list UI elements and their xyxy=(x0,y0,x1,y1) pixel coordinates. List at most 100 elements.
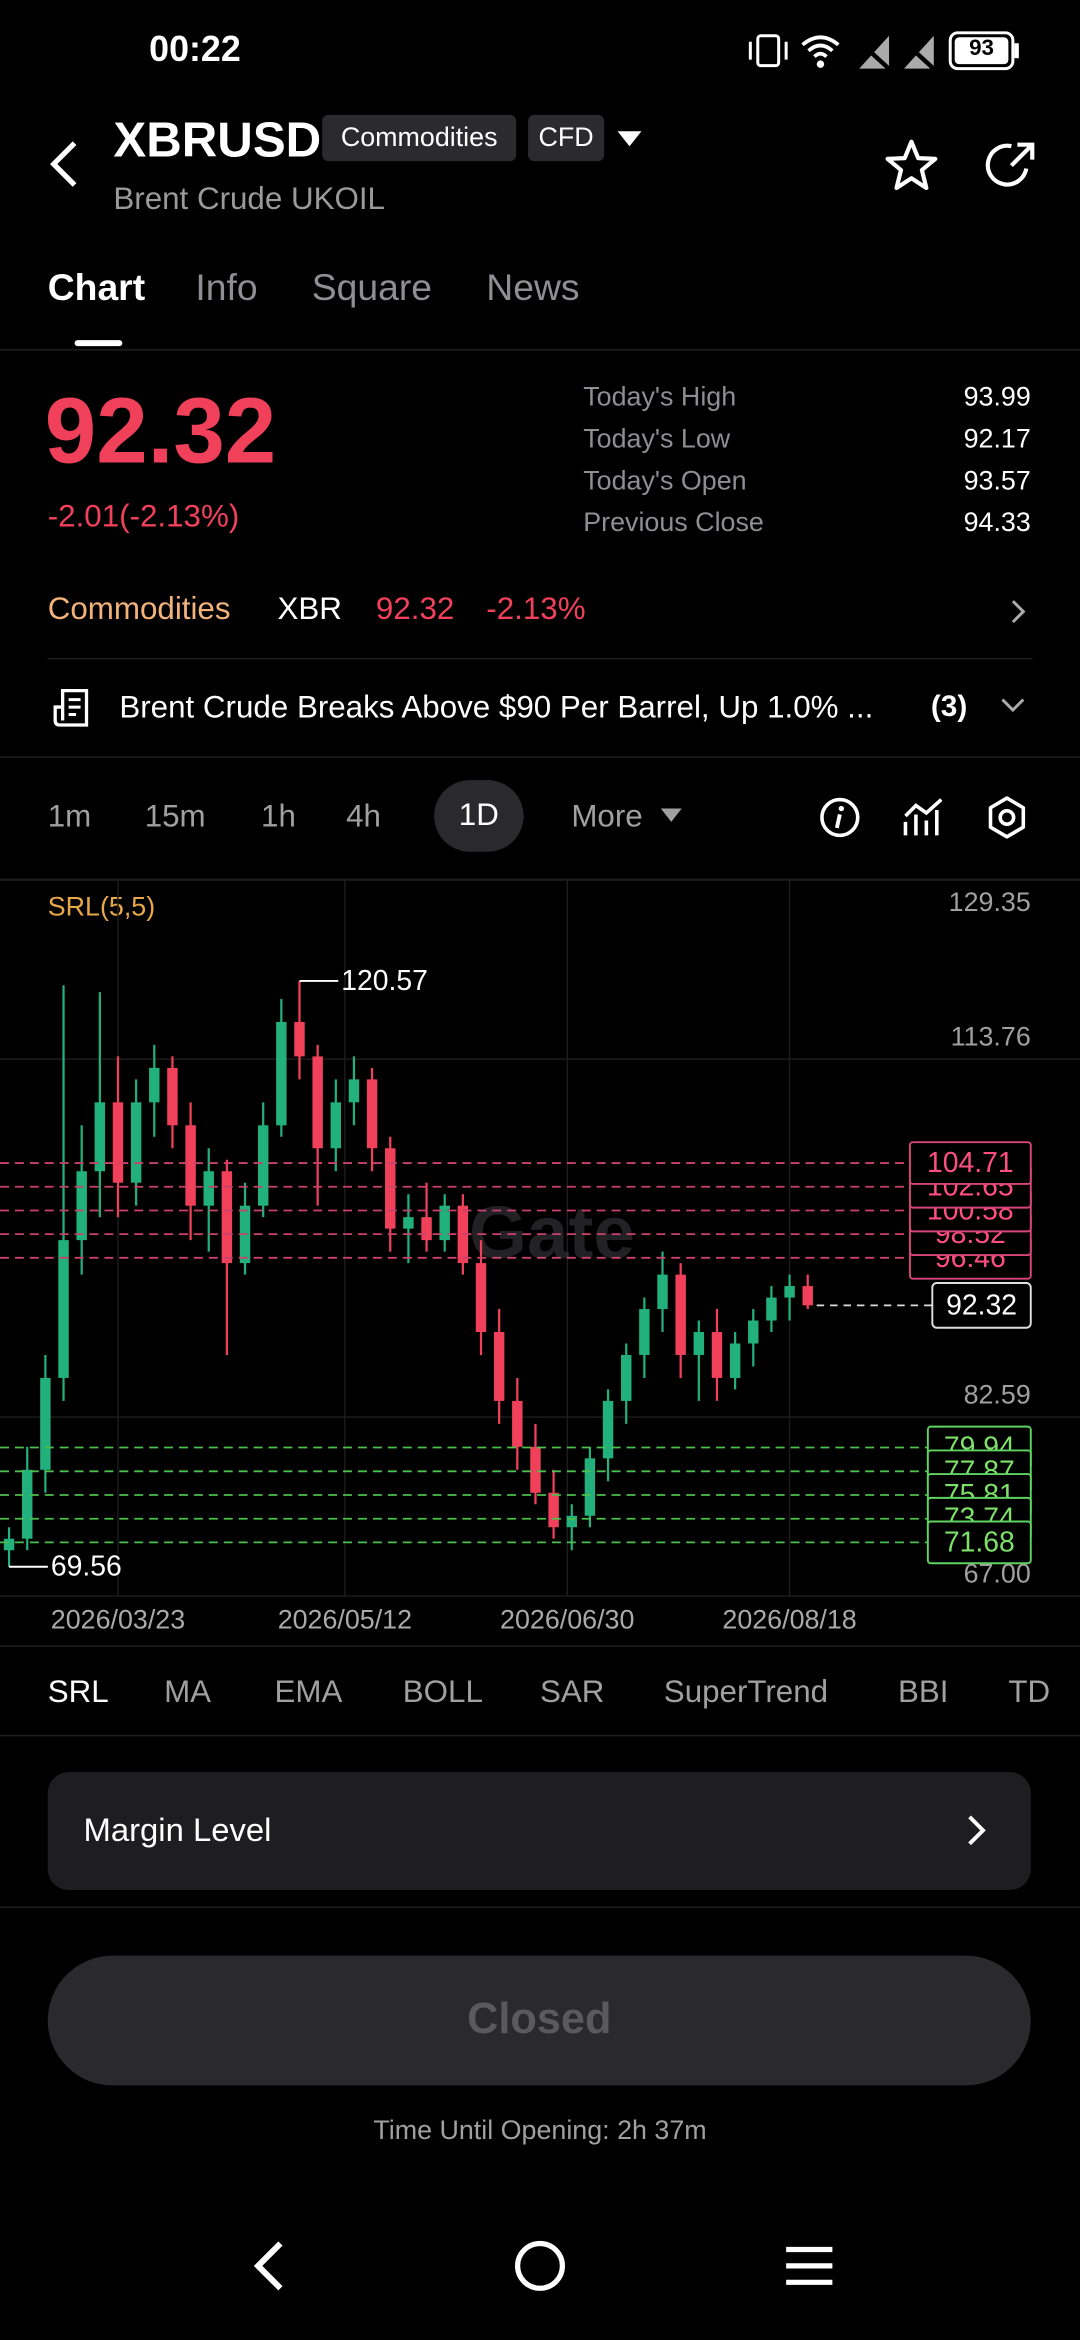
y-tick-label: 113.76 xyxy=(951,1021,1031,1051)
interval-more[interactable]: More xyxy=(571,799,643,834)
candle-body xyxy=(385,1148,396,1229)
y-tick-label: 129.35 xyxy=(949,887,1031,917)
nav-menu[interactable] xyxy=(786,2246,833,2285)
y-tick-label: 82.59 xyxy=(964,1379,1031,1409)
tab[interactable]: Chart xyxy=(47,267,146,309)
candle-body xyxy=(711,1332,723,1378)
opening-note: Time Until Opening: 2h 37m xyxy=(373,2115,707,2146)
candle-body xyxy=(276,1021,287,1126)
back-button[interactable] xyxy=(45,137,87,191)
x-tick-label: 2026/05/12 xyxy=(278,1605,412,1635)
symbol: XBRUSD xyxy=(113,111,322,168)
watermark: Gate xyxy=(469,1190,635,1274)
candle-body xyxy=(94,1102,106,1172)
tab-indicator xyxy=(74,340,123,347)
stat-value: 94.33 xyxy=(963,507,1031,538)
x-tick-label: 2026/03/23 xyxy=(51,1605,185,1635)
info-icon[interactable] xyxy=(817,795,862,840)
interval[interactable]: 1h xyxy=(261,799,296,834)
nav-home[interactable] xyxy=(515,2240,565,2291)
candle-body xyxy=(294,1021,305,1057)
candle-body xyxy=(185,1125,196,1206)
candle-body xyxy=(639,1309,650,1355)
candle-body xyxy=(675,1274,686,1355)
last-price-label: 92.32 xyxy=(946,1289,1017,1321)
sector-name[interactable]: Commodities xyxy=(47,592,231,627)
candle-body xyxy=(203,1171,214,1206)
candle-body xyxy=(584,1458,596,1516)
favorite-button[interactable] xyxy=(883,139,940,193)
sector-change: -2.13% xyxy=(486,592,586,627)
interval-selected[interactable]: 1D xyxy=(434,780,524,852)
indicator-icon[interactable] xyxy=(901,795,946,840)
candle-body xyxy=(784,1286,795,1298)
candle-body xyxy=(3,1538,15,1551)
candle-body xyxy=(403,1217,414,1229)
more-dropdown[interactable] xyxy=(659,807,683,825)
candle-body xyxy=(167,1067,178,1126)
divider xyxy=(0,1734,1080,1737)
trade-button[interactable]: Closed xyxy=(47,1955,1031,2086)
support-box xyxy=(926,1520,1032,1565)
candlestick-chart: SRL(5,5) 67.0082.59113.76129.352026/03/2… xyxy=(0,879,1080,1635)
interval[interactable]: 1m xyxy=(47,799,92,834)
settings-icon[interactable] xyxy=(985,794,1030,842)
indicator-tab[interactable]: TD xyxy=(1008,1675,1051,1710)
last-price-box xyxy=(931,1282,1032,1329)
tag: Commodities xyxy=(322,114,517,162)
price-change: -2.01(-2.13%) xyxy=(47,499,240,535)
candle-body xyxy=(512,1400,523,1447)
candle-body xyxy=(566,1515,577,1528)
indicator-tab[interactable]: SRL xyxy=(47,1675,109,1710)
candle-body xyxy=(693,1332,705,1355)
news-count: (3) xyxy=(930,690,968,724)
stat-value: 93.57 xyxy=(963,465,1031,496)
candle-body xyxy=(58,1240,69,1378)
divider xyxy=(0,1645,1080,1647)
divider xyxy=(0,1906,1080,1908)
expand-chevron[interactable] xyxy=(998,695,1028,716)
candle-body xyxy=(602,1400,614,1459)
margin-card[interactable] xyxy=(47,1772,1031,1891)
candle-body xyxy=(40,1377,51,1470)
candle-body xyxy=(112,1102,124,1183)
divider xyxy=(0,349,1080,351)
share-button[interactable] xyxy=(982,139,1039,193)
candle-body xyxy=(548,1492,559,1528)
indicator-tab[interactable]: MA xyxy=(164,1675,212,1710)
tab[interactable]: Info xyxy=(195,267,258,309)
stat-label: Previous Close xyxy=(583,507,764,538)
nav-back[interactable] xyxy=(253,2241,283,2291)
stat-label: Today's Open xyxy=(583,465,747,496)
indicator-tab[interactable]: BBI xyxy=(898,1675,949,1710)
tab[interactable]: Square xyxy=(311,267,433,309)
candle-body xyxy=(530,1446,541,1493)
sector-symbol: XBR xyxy=(277,592,342,627)
candle-body xyxy=(802,1286,813,1306)
candle-body xyxy=(766,1297,777,1321)
news-headline[interactable]: Brent Crude Breaks Above $90 Per Barrel,… xyxy=(119,690,874,725)
indicator-tab[interactable]: BOLL xyxy=(402,1675,483,1710)
candle-body xyxy=(312,1056,323,1149)
indicator-tab[interactable]: SAR xyxy=(540,1675,605,1710)
candle-body xyxy=(221,1171,233,1264)
support-label: 71.68 xyxy=(944,1526,1015,1558)
candle-body xyxy=(729,1343,741,1378)
chevron[interactable] xyxy=(1008,597,1029,627)
chevron xyxy=(968,1815,986,1846)
status-time: 00:22 xyxy=(149,29,241,71)
candle-body xyxy=(421,1217,432,1241)
candle-body xyxy=(130,1102,142,1183)
candle-body xyxy=(366,1079,378,1149)
resistance-box xyxy=(908,1141,1032,1185)
margin-label: Margin Level xyxy=(83,1810,272,1849)
tab[interactable]: News xyxy=(486,267,580,309)
divider xyxy=(0,756,1080,758)
tag-dropdown[interactable] xyxy=(615,128,645,149)
interval[interactable]: 15m xyxy=(144,799,206,834)
status-icons xyxy=(748,31,1019,74)
indicator-tab[interactable]: EMA xyxy=(274,1675,343,1710)
indicator-tab[interactable]: SuperTrend xyxy=(663,1675,829,1710)
interval[interactable]: 4h xyxy=(346,799,381,834)
